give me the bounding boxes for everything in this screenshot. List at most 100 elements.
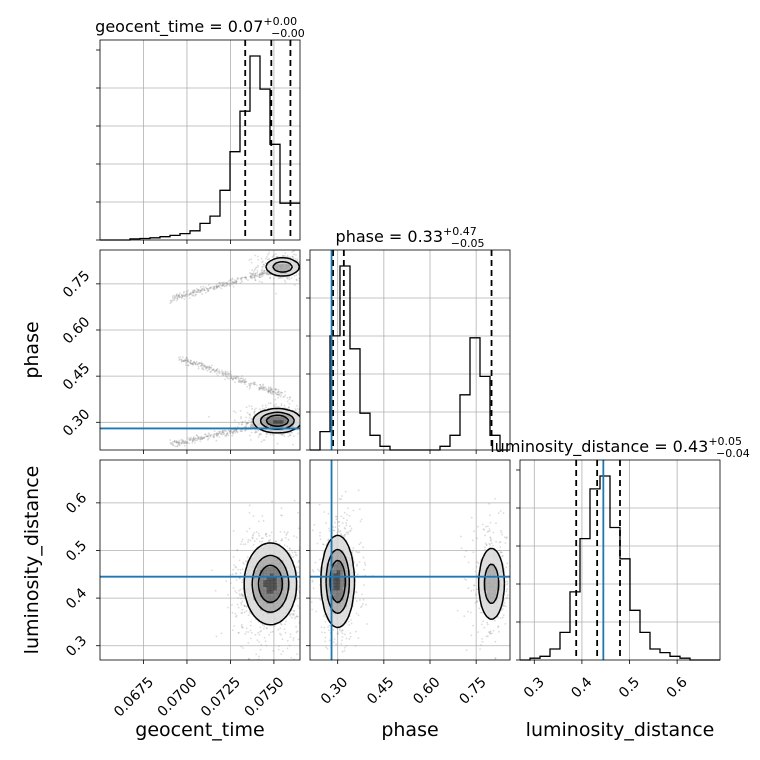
scatter-point <box>314 561 317 564</box>
scatter-point <box>322 543 324 546</box>
density-cell <box>270 590 274 594</box>
scatter-point <box>240 381 243 384</box>
scatter-point <box>359 599 361 601</box>
scatter-point <box>267 389 270 392</box>
scatter-point <box>306 553 308 555</box>
scatter-point <box>245 380 247 383</box>
scatter-point <box>171 295 174 297</box>
scatter-point <box>194 363 197 365</box>
scatter-point <box>184 358 187 361</box>
scatter-point <box>307 427 309 429</box>
density-cell <box>496 603 501 607</box>
scatter-point <box>238 632 240 634</box>
scatter-point <box>240 278 243 280</box>
scatter-point <box>231 573 234 576</box>
scatter-point <box>268 387 270 390</box>
scatter-point <box>305 574 307 576</box>
scatter-point <box>255 384 258 387</box>
density-cell <box>273 576 277 581</box>
density-cell <box>256 610 261 614</box>
scatter-point <box>174 297 176 300</box>
scatter-point <box>178 296 181 299</box>
scatter-point <box>246 556 249 559</box>
scatter-point <box>247 657 250 660</box>
density-cell <box>350 580 354 584</box>
scatter-point <box>202 367 205 369</box>
scatter-point <box>202 365 204 367</box>
scatter-point <box>235 282 238 284</box>
x-tick-label: 0.4 <box>568 674 595 701</box>
density-cell <box>496 563 501 567</box>
density-cell <box>256 553 261 557</box>
scatter-point <box>250 382 252 385</box>
density-cell <box>260 573 264 577</box>
scatter-point <box>271 256 274 258</box>
scatter-point <box>259 273 261 276</box>
scatter-point <box>472 589 475 591</box>
scatter-point <box>250 624 252 627</box>
scatter-point <box>355 612 358 615</box>
scatter-point <box>229 430 231 433</box>
scatter-point <box>287 538 290 541</box>
scatter-point <box>225 371 228 374</box>
scatter-point <box>180 294 183 297</box>
density-cell <box>273 583 277 587</box>
scatter-point <box>239 430 242 433</box>
scatter-point <box>495 522 497 525</box>
density-cell <box>270 270 274 274</box>
scatter-point <box>489 514 491 517</box>
scatter-point <box>252 543 255 546</box>
scatter-point <box>270 388 273 391</box>
density-cell <box>283 553 287 557</box>
scatter-point <box>239 568 242 571</box>
scatter-point <box>338 525 341 527</box>
density-cell <box>266 613 271 617</box>
scatter-point <box>246 411 249 414</box>
density-cell <box>253 586 257 591</box>
scatter-point <box>197 437 200 440</box>
scatter-point <box>302 272 304 274</box>
scatter-point <box>215 433 218 435</box>
panel-frame <box>309 249 511 451</box>
density-cell <box>270 543 274 547</box>
scatter-point <box>227 280 230 283</box>
density-cell <box>260 563 264 567</box>
scatter-point <box>178 443 181 446</box>
scatter-point <box>269 392 272 394</box>
scatter-point <box>186 295 189 297</box>
density-cell <box>290 596 294 601</box>
scatter-point <box>240 540 243 543</box>
panel-title-phase: phase = 0.33+0.47 −0.05 <box>336 225 485 250</box>
panel-frame <box>99 459 301 661</box>
density-cell <box>493 570 497 574</box>
scatter-point <box>223 285 226 288</box>
scatter-point <box>292 250 295 253</box>
density-cell <box>336 613 341 617</box>
density-cell <box>336 610 341 614</box>
scatter-point <box>186 359 189 361</box>
scatter-point <box>250 276 253 279</box>
scatter-point <box>249 275 252 278</box>
density-cell <box>273 560 277 564</box>
panel-background <box>100 40 300 240</box>
scatter-point <box>202 363 205 366</box>
scatter-point <box>250 274 253 277</box>
density-cell <box>333 543 337 547</box>
scatter-point <box>318 503 321 506</box>
scatter-point <box>199 362 202 364</box>
scatter-point <box>259 387 261 390</box>
scatter-point <box>350 527 353 530</box>
scatter-point <box>293 284 296 286</box>
density-cell <box>266 410 271 414</box>
scatter-point <box>344 527 347 530</box>
scatter-point <box>476 600 478 602</box>
density-cell <box>256 616 261 621</box>
scatter-point <box>262 274 264 277</box>
density-cell <box>483 553 487 557</box>
density-cell <box>343 553 347 557</box>
panel-title-geocent_time: geocent_time = 0.07+0.00 −0.00 <box>95 15 305 40</box>
scatter-point <box>301 545 303 547</box>
scatter-point <box>297 527 300 530</box>
density-cell <box>336 550 341 554</box>
scatter-point <box>267 390 270 393</box>
